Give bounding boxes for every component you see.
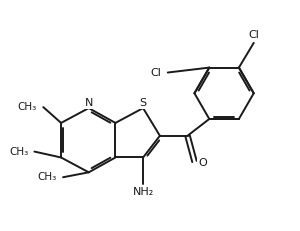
Text: S: S [140,98,147,108]
Text: NH₂: NH₂ [133,187,154,197]
Text: Cl: Cl [248,30,259,40]
Text: CH₃: CH₃ [9,146,28,157]
Text: CH₃: CH₃ [38,172,57,182]
Text: CH₃: CH₃ [18,102,37,112]
Text: O: O [198,158,207,168]
Text: N: N [85,98,93,108]
Text: Cl: Cl [151,67,161,78]
